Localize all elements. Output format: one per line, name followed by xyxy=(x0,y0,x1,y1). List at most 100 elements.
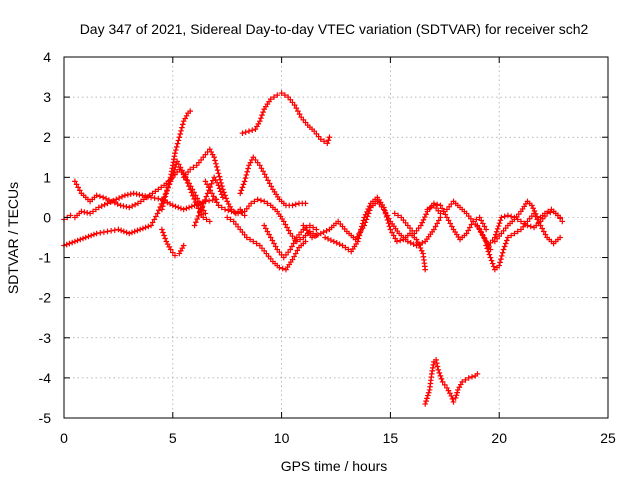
series-arc-14 xyxy=(322,194,429,273)
data-point xyxy=(101,201,108,208)
data-point xyxy=(259,112,265,118)
data-point xyxy=(541,228,547,235)
data-point xyxy=(474,222,481,229)
data-point xyxy=(487,254,494,261)
data-point xyxy=(63,241,70,248)
data-point xyxy=(474,371,481,377)
data-point xyxy=(223,195,229,202)
data-point xyxy=(75,184,81,191)
data-point xyxy=(391,210,398,217)
data-point xyxy=(476,225,482,232)
data-point xyxy=(433,357,439,363)
data-point xyxy=(271,94,277,100)
x-tick-label: 5 xyxy=(169,430,177,446)
data-point xyxy=(320,229,327,235)
data-point xyxy=(175,137,182,144)
data-point xyxy=(267,234,274,241)
data-point xyxy=(183,205,190,212)
data-point xyxy=(489,260,496,267)
data-point xyxy=(215,202,222,209)
axes: 0 5 10 15 20 25 -5 -4 -3 -2 -1 0 1 2 3 4 xyxy=(39,49,616,446)
data-point xyxy=(424,206,431,213)
data-point xyxy=(195,205,202,212)
data-point xyxy=(484,245,491,252)
data-point xyxy=(184,180,191,186)
data-point xyxy=(473,216,480,223)
data-point xyxy=(189,203,195,210)
data-point xyxy=(462,377,469,383)
data-point xyxy=(139,192,146,199)
data-point xyxy=(450,399,457,405)
data-point xyxy=(217,188,224,195)
data-point xyxy=(213,164,220,170)
data-point xyxy=(336,241,343,247)
data-point xyxy=(113,196,120,203)
data-point xyxy=(257,118,263,124)
data-point xyxy=(266,231,272,238)
y-tick-label: -3 xyxy=(39,330,52,346)
data-point xyxy=(321,138,327,145)
data-point xyxy=(496,262,502,269)
data-point xyxy=(291,253,297,260)
data-point xyxy=(557,214,563,221)
data-point xyxy=(294,247,301,254)
data-point xyxy=(136,191,143,198)
data-point xyxy=(187,108,194,114)
data-point xyxy=(261,171,268,178)
data-point xyxy=(166,177,173,184)
data-point xyxy=(437,373,444,379)
data-point xyxy=(390,232,397,239)
data-point xyxy=(222,206,228,213)
data-point xyxy=(148,222,154,229)
data-point xyxy=(212,157,218,164)
x-tick-label: 20 xyxy=(491,430,507,446)
data-point xyxy=(200,200,207,206)
data-point xyxy=(82,234,89,241)
data-point xyxy=(111,227,118,233)
data-point xyxy=(206,197,212,204)
data-point xyxy=(237,206,244,213)
data-point xyxy=(191,222,198,229)
data-point xyxy=(436,370,443,376)
data-point xyxy=(202,178,209,185)
data-point xyxy=(246,128,252,135)
data-point xyxy=(232,209,238,216)
data-point xyxy=(162,193,169,200)
chart-title: Day 347 of 2021, Sidereal Day-to-day VTE… xyxy=(80,21,589,37)
data-point xyxy=(212,196,219,203)
data-point xyxy=(257,162,263,169)
data-point xyxy=(505,212,511,219)
data-point xyxy=(469,374,475,380)
data-point xyxy=(477,228,484,235)
data-point xyxy=(437,210,444,217)
data-point xyxy=(204,181,210,188)
data-point xyxy=(325,236,331,242)
data-point xyxy=(80,235,86,242)
data-point xyxy=(172,252,178,259)
data-point xyxy=(313,226,320,233)
data-point xyxy=(211,154,217,161)
data-point xyxy=(241,178,248,185)
data-point xyxy=(292,237,298,244)
data-point xyxy=(195,213,202,219)
data-point xyxy=(263,225,269,232)
data-point xyxy=(209,197,216,203)
data-point xyxy=(193,219,199,226)
data-point xyxy=(179,167,185,174)
data-point xyxy=(180,121,186,128)
data-point xyxy=(479,231,486,238)
data-point xyxy=(276,264,283,271)
data-point xyxy=(172,150,178,157)
data-point xyxy=(264,200,271,207)
data-point xyxy=(282,221,289,228)
data-point xyxy=(91,231,97,238)
data-point xyxy=(439,379,446,385)
data-point xyxy=(138,198,144,205)
data-point xyxy=(415,239,421,246)
data-point xyxy=(355,235,362,242)
data-point xyxy=(531,208,538,214)
data-point xyxy=(176,134,183,141)
data-point xyxy=(493,228,500,235)
